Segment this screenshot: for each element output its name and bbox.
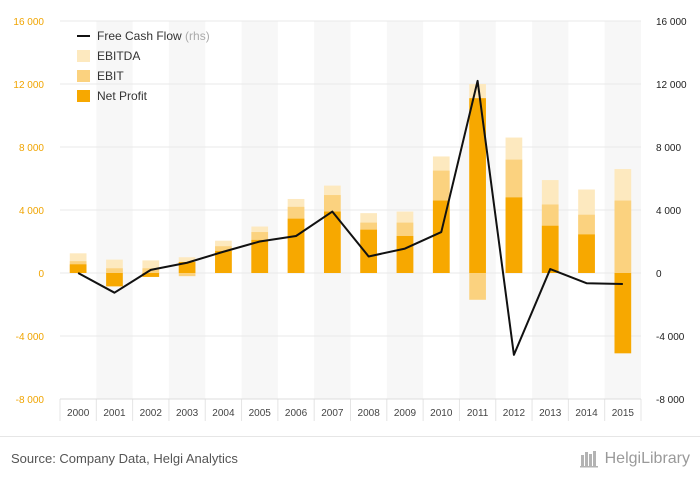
bar-net-profit <box>541 225 559 273</box>
chart-svg: -8 000 -8 000 -4 000 -4 000 0 0 4 000 4 000 8 00… <box>13 17 687 421</box>
y-tick-label: 4 000 <box>19 206 44 217</box>
bar-ebit <box>178 273 196 277</box>
legend-suffix: (rhs) <box>182 29 210 43</box>
x-tick-label: 2013 <box>539 408 562 419</box>
legend-box-swatch <box>77 70 90 82</box>
x-tick-label: 2003 <box>176 408 199 419</box>
logo-text: HelgiLibrary <box>604 450 690 467</box>
x-tick-label: 2011 <box>467 408 489 419</box>
bar-net-profit <box>142 273 160 277</box>
y2-tick-label: 4 000 <box>656 206 681 217</box>
legend-box-swatch <box>77 50 90 62</box>
x-tick-label: 2008 <box>358 408 381 419</box>
bar-ebit <box>106 268 123 273</box>
bar-net-profit <box>178 261 196 273</box>
x-tick-label: 2005 <box>249 408 272 419</box>
bar-net-profit <box>396 235 414 273</box>
y2-tick-label: -4 000 <box>656 332 685 343</box>
footer: Source: Company Data, Helgi Analytics He… <box>0 436 700 484</box>
helgi-library-logo[interactable]: HelgiLibrary <box>579 450 690 468</box>
bar-net-profit <box>360 229 378 273</box>
y2-tick-label: -8 000 <box>656 395 685 406</box>
x-tick-label: 2001 <box>103 408 126 419</box>
y2-tick-label: 0 <box>656 269 662 280</box>
bar-net-profit <box>614 273 632 354</box>
y-tick-label: 0 <box>38 269 44 280</box>
books-icon <box>579 451 598 468</box>
x-tick-label: 2004 <box>212 408 235 419</box>
bar-net-profit <box>69 264 87 273</box>
legend-box-swatch <box>77 90 90 102</box>
y-tick-label: 16 000 <box>13 17 44 28</box>
bar-ebit <box>469 273 486 300</box>
legend-label: Free Cash Flow (rhs) <box>97 29 210 43</box>
x-tick-label: 2012 <box>503 408 526 419</box>
y-tick-label: -4 000 <box>16 332 45 343</box>
x-tick-label: 2000 <box>67 408 90 419</box>
legend-label: EBIT <box>97 69 124 83</box>
bar-ebit <box>614 200 632 273</box>
source-note: Source: Company Data, Helgi Analytics <box>11 451 238 466</box>
y2-tick-label: 12 000 <box>656 80 687 91</box>
x-tick-label: 2006 <box>285 408 308 419</box>
y2-tick-label: 16 000 <box>656 17 687 28</box>
bar-net-profit <box>215 250 232 273</box>
x-tick-label: 2015 <box>612 408 635 419</box>
bar-net-profit <box>505 197 523 273</box>
bar-net-profit <box>469 98 486 273</box>
y2-tick-label: 8 000 <box>656 143 681 154</box>
x-tick-label: 2009 <box>394 408 417 419</box>
legend-label: EBITDA <box>97 49 140 63</box>
y-tick-label: 8 000 <box>19 143 44 154</box>
x-tick-label: 2007 <box>321 408 344 419</box>
bar-net-profit <box>287 218 305 273</box>
y-tick-label: -8 000 <box>16 395 45 406</box>
y-tick-label: 12 000 <box>13 80 44 91</box>
bar-net-profit <box>323 211 341 273</box>
legend-label: Net Profit <box>97 89 148 103</box>
x-tick-label: 2014 <box>575 408 598 419</box>
line-free-cash-flow <box>77 79 623 356</box>
bar-net-profit <box>251 239 269 273</box>
x-tick-label: 2010 <box>430 408 453 419</box>
bar-net-profit <box>578 234 595 273</box>
bar-net-profit <box>106 273 123 287</box>
x-tick-label: 2002 <box>140 408 163 419</box>
